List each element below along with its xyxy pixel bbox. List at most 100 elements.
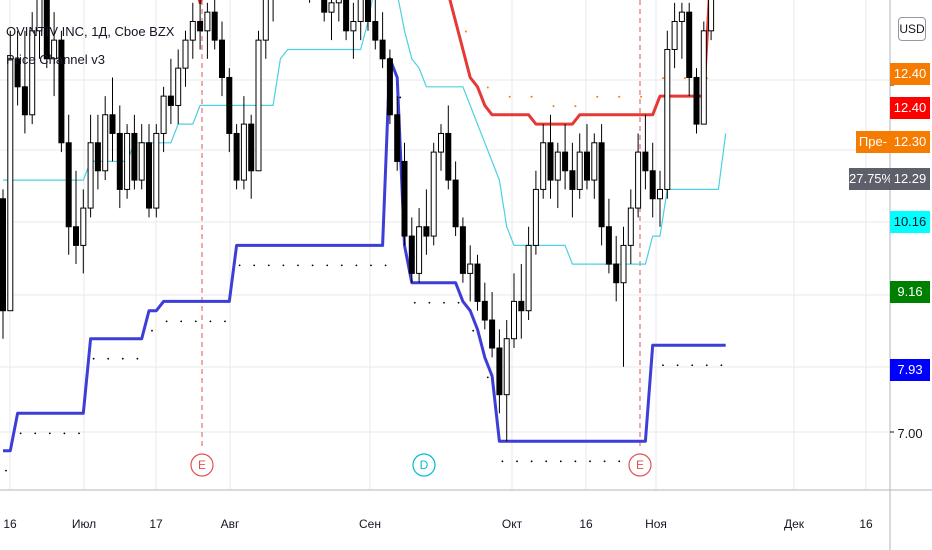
lower-channel-line [3, 57, 726, 453]
candle-body [401, 160, 408, 237]
currency-button[interactable]: USD [898, 17, 926, 41]
lower-dot [603, 460, 606, 463]
time-axis-label: Окт [502, 517, 523, 531]
lower-dot [516, 460, 518, 463]
candle-body [335, 0, 342, 4]
candle-body [138, 142, 145, 181]
candle-body [532, 188, 539, 246]
candle-body [657, 188, 663, 200]
price-tag: 9.16 [890, 281, 930, 303]
lower-dot [34, 432, 37, 435]
candle-body [394, 114, 401, 162]
candle-body [262, 0, 269, 41]
event-label: E [198, 458, 206, 472]
lower-dot [180, 320, 183, 323]
candle-body [255, 39, 262, 172]
candle-body [620, 244, 627, 284]
event-marker[interactable] [412, 453, 436, 477]
lower-dot [370, 264, 372, 267]
candle-body [474, 263, 481, 302]
candle-body [671, 20, 678, 50]
price-tag: 12.29 [890, 168, 930, 190]
candle-body [321, 0, 328, 13]
upper-channel-line [197, 0, 711, 126]
lower-dot [151, 329, 153, 332]
candle-body [598, 142, 605, 228]
price-tag: 7.00 [897, 426, 923, 441]
candle-body [416, 226, 423, 274]
event-label: D [420, 458, 429, 472]
event-label: E [636, 458, 644, 472]
candle-body [627, 207, 634, 246]
candle-body [131, 132, 138, 181]
candle-body [372, 20, 379, 41]
candle-body [240, 123, 247, 181]
candle-body [605, 226, 612, 265]
candle-body [153, 132, 160, 209]
lower-dot [720, 364, 723, 367]
lower-dot [48, 432, 51, 435]
candle-body [445, 132, 452, 181]
upper-dot [618, 95, 621, 98]
candle-body [576, 151, 583, 190]
candle-body [379, 39, 386, 60]
candle-body [467, 263, 474, 274]
candle-body [343, 0, 350, 32]
lower-dot [545, 460, 548, 463]
candle-body [489, 319, 496, 349]
time-axis-label: Ноя [645, 517, 667, 531]
candle-body [569, 170, 576, 190]
candle-body [693, 76, 700, 125]
candle-body [73, 226, 79, 246]
candle-body [365, 0, 371, 22]
candle-body [204, 11, 211, 32]
candle-body [649, 170, 656, 200]
lower-dot [428, 301, 431, 304]
candle-body [452, 179, 459, 228]
lower-dot [501, 460, 504, 463]
lower-dot [253, 264, 256, 267]
candle-body [65, 142, 72, 228]
candle-body [686, 11, 693, 78]
lower-dot [136, 357, 139, 360]
upper-dot [640, 95, 643, 98]
event-marker[interactable] [628, 453, 652, 477]
candle-body [219, 39, 225, 78]
lower-dot [413, 301, 416, 304]
candle-body [562, 151, 569, 172]
lower-dot [121, 357, 124, 360]
candle-body [182, 39, 189, 69]
candle-body [481, 300, 488, 321]
lower-dot [676, 364, 679, 367]
time-axis-label: 17 [149, 517, 163, 531]
upper-dot [530, 95, 533, 98]
lower-dot [194, 320, 197, 323]
lower-dot [19, 432, 22, 435]
lower-dot [384, 264, 387, 267]
upper-dot [683, 77, 686, 80]
event-marker[interactable] [190, 453, 214, 477]
candle-body [211, 11, 218, 41]
upper-dot [486, 86, 489, 89]
lower-dot [282, 264, 285, 267]
lower-dot [165, 320, 168, 323]
lower-dot [92, 357, 95, 360]
candle-body [36, 0, 43, 32]
price-tag: 7.93 [890, 359, 930, 381]
lower-dot [267, 264, 270, 267]
candle-body [160, 95, 167, 134]
candle-body [430, 151, 437, 237]
lower-dot [472, 329, 475, 332]
lower-dot [559, 460, 562, 463]
candle-body [584, 151, 590, 181]
candle-body [14, 58, 21, 88]
upper-dot [596, 95, 599, 98]
price-tag: 12.30 [890, 131, 930, 153]
time-axis-label: Июл [72, 517, 96, 531]
candle-body [708, 0, 715, 32]
candle-body [540, 142, 547, 190]
candle-body [116, 132, 123, 190]
candle-body [635, 151, 642, 209]
candle-body [7, 58, 14, 312]
